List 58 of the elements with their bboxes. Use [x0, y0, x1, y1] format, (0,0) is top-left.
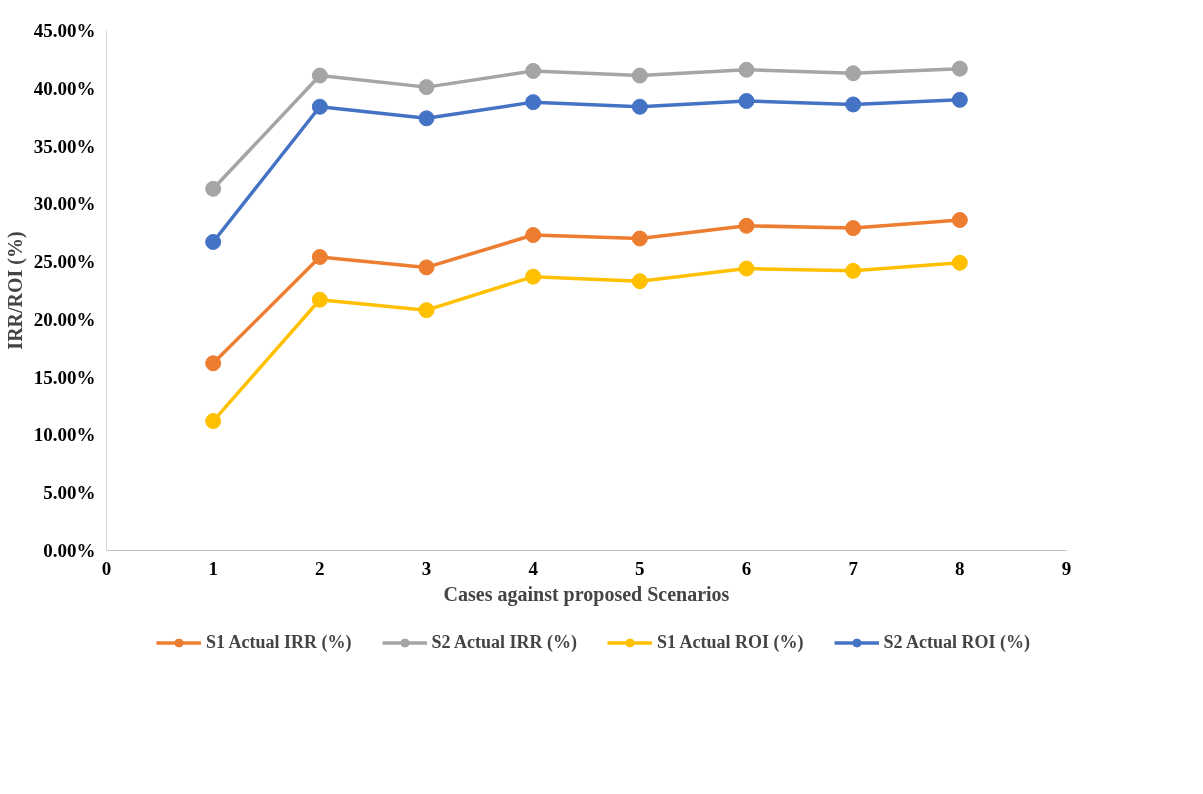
legend-label: S2 Actual IRR (%) [431, 631, 577, 653]
point [311, 249, 328, 265]
point [951, 91, 968, 108]
x-axis-title: Cases against proposed Scenarios [443, 582, 730, 606]
point [631, 230, 648, 247]
x-tick-label: 9 [1061, 557, 1072, 579]
y-tick-label: 30.00% [33, 193, 96, 215]
point [205, 180, 222, 197]
point [951, 212, 968, 228]
point [951, 60, 968, 77]
x-tick-label: 6 [741, 557, 752, 579]
point [845, 220, 862, 237]
point [418, 259, 435, 276]
point [738, 93, 755, 109]
legend-label: S1 Actual ROI (%) [657, 631, 804, 653]
point [525, 62, 542, 79]
point [738, 260, 755, 277]
y-tick-label: 15.00% [33, 366, 96, 388]
x-tick-label: 5 [635, 557, 645, 579]
x-tick-label: 0 [101, 557, 112, 579]
y-tick-label: 20.00% [33, 308, 96, 330]
point [311, 291, 328, 308]
point [845, 96, 862, 113]
x-tick-label: 8 [955, 557, 965, 579]
point [738, 61, 755, 78]
point [418, 79, 435, 96]
point [311, 98, 328, 115]
x-tick-label: 4 [528, 557, 539, 579]
point [525, 94, 542, 111]
y-tick-label: 35.00% [33, 135, 96, 157]
point [205, 413, 222, 430]
point [205, 355, 222, 372]
point [631, 273, 648, 290]
x-tick-label: 2 [315, 557, 325, 579]
x-tick-label: 7 [848, 557, 859, 579]
point [525, 268, 542, 285]
y-tick-label: 0.00% [43, 540, 96, 561]
point [845, 262, 862, 279]
point [418, 110, 435, 127]
x-tick-label: 1 [208, 557, 218, 579]
point [205, 233, 222, 250]
point [631, 67, 648, 84]
y-tick-label: 5.00% [43, 482, 96, 504]
point [525, 227, 542, 244]
y-tick-label: 25.00% [33, 251, 96, 273]
y-axis-title: IRR/ROI (%) [3, 231, 27, 350]
point [418, 302, 435, 319]
point [311, 67, 328, 84]
point [631, 98, 648, 115]
legend-label: S1 Actual IRR (%) [205, 631, 352, 653]
x-tick-label: 3 [421, 557, 432, 579]
point [738, 217, 755, 234]
point [845, 65, 862, 82]
legend-label: S2 Actual ROI (%) [883, 631, 1031, 653]
y-tick-label: 10.00% [33, 424, 96, 446]
y-tick-label: 45.00% [33, 20, 96, 41]
point [951, 254, 968, 271]
y-tick-label: 40.00% [33, 77, 96, 99]
